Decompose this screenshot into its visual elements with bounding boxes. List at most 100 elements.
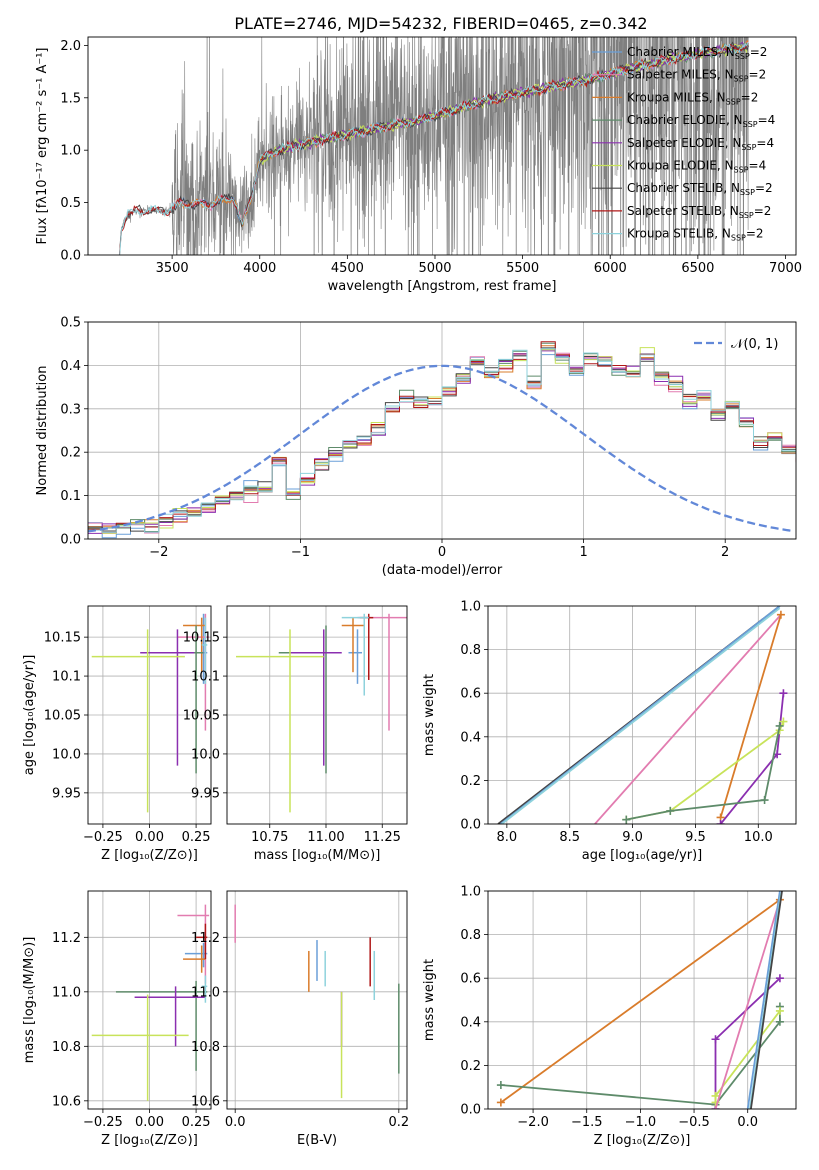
residual-histogram-line: [88, 345, 796, 528]
axes-frame: [87, 36, 797, 256]
x-tick-label: 0.00: [135, 830, 164, 845]
plot-area: [234, 904, 400, 1099]
legend-entry: Salpeter MILES, NSSP=2: [627, 68, 766, 84]
weight-point: [775, 974, 784, 983]
x-tick-label: 3500: [156, 261, 189, 276]
legend-subscript: SSP: [743, 120, 758, 129]
x-tick-label: 2: [721, 545, 729, 560]
mass-vs-reddening-panel: 0.0 0.2 10.6 10.8 11.0 11.2 E(B-V): [191, 890, 409, 1148]
y-tick-label: 0.2: [460, 1059, 481, 1074]
x-axis-label: mass [log₁₀(M/M⊙)]: [254, 848, 381, 863]
legend-suffix: =4: [758, 113, 776, 127]
x-tick-label: 0.25: [182, 1115, 211, 1130]
x-tick-label: 1: [579, 545, 587, 560]
y-tick-label: 10.0: [52, 747, 81, 762]
weight-point: [760, 796, 769, 805]
x-tick-label: 11.25: [364, 830, 401, 845]
y-axis-label: age [log₁₀(age/yr)]: [22, 655, 37, 776]
weight-line: [750, 891, 783, 1109]
weight-line: [626, 721, 785, 821]
legend-entry: Salpeter STELIB, NSSP=2: [627, 204, 771, 220]
legend-subscript: SSP: [726, 97, 741, 106]
x-tick-label: −2.0: [517, 1115, 549, 1130]
legend-entry: Chabrier ELODIE, NSSP=4: [627, 113, 775, 129]
y-tick-label: 10.15: [183, 631, 220, 646]
legend-suffix: =2: [746, 227, 764, 241]
x-tick-label: 4000: [243, 261, 276, 276]
legend-subscript: SSP: [734, 166, 749, 175]
y-tick-label: 0.0: [460, 1103, 481, 1118]
legend-suffix: =4: [756, 136, 774, 150]
y-tick-label: 0.4: [460, 730, 481, 745]
plot-area: [236, 613, 407, 813]
x-axis-label: E(B-V): [297, 1133, 337, 1148]
weight-line: [594, 614, 782, 824]
x-axis-label: (data-model)/error: [382, 563, 503, 578]
legend-entry: Chabrier STELIB, NSSP=2: [627, 181, 773, 197]
y-tick-label: 9.95: [191, 786, 220, 801]
y-axis-label: mass weight: [422, 674, 437, 756]
weight-vs-metallicity-panel: −2.0 −1.5 −1.0 −0.5 0.0 0.0 0.2 0.4 0.6 0.8 1.0 Z […: [422, 885, 797, 1148]
axes-frame: [487, 890, 797, 1110]
y-tick-label: 11.2: [52, 931, 81, 946]
x-tick-label: 8.5: [559, 830, 580, 845]
y-tick-label: 11.2: [191, 931, 220, 946]
weight-line: [500, 606, 781, 824]
y-tick-label: 10.8: [52, 1040, 81, 1055]
x-tick-label: −0.25: [83, 1115, 123, 1130]
weight-line: [714, 899, 781, 1109]
y-tick-label: 1.5: [60, 91, 81, 106]
x-tick-label: 5500: [506, 261, 539, 276]
weight-line: [746, 891, 781, 1109]
x-tick-label: 11.00: [307, 830, 344, 845]
y-tick-label: 2.0: [60, 39, 81, 54]
legend-suffix: =2: [750, 45, 768, 59]
weight-line: [626, 725, 781, 821]
weight-point: [711, 1035, 720, 1044]
legend-suffix: =2: [741, 90, 759, 104]
y-tick-label: 1.0: [460, 600, 481, 615]
y-tick-label: 10.6: [52, 1094, 81, 1109]
x-tick-label: 7000: [769, 261, 802, 276]
x-tick-label: 9.0: [622, 830, 643, 845]
gaussian-curve: [88, 364, 794, 533]
residuals-panel: −2 −1 0 1 2 0.0 0.1 0.2 0.3 0.4 0.5 (data-model)/er…: [35, 316, 797, 578]
weight-point: [775, 1006, 784, 1015]
x-tick-label: 4500: [331, 261, 364, 276]
y-tick-label: 10.6: [191, 1094, 220, 1109]
legend-subscript: SSP: [740, 188, 755, 197]
legend-suffix: =4: [749, 159, 767, 173]
x-axis-label: Z [log₁₀(Z/Z⊙)]: [101, 848, 198, 863]
legend-suffix: =2: [749, 68, 767, 82]
x-tick-label: 6500: [681, 261, 714, 276]
axes-frame: [487, 605, 797, 825]
legend-entry: Kroupa STELIB, NSSP=2: [627, 227, 764, 243]
legend-entry: Kroupa MILES, NSSP=2: [627, 90, 758, 106]
y-tick-label: 10.05: [183, 709, 220, 724]
x-tick-label: −0.25: [83, 830, 123, 845]
axes-frame: [87, 605, 212, 825]
figure-title: PLATE=2746, MJD=54232, FIBERID=0465, z=0…: [234, 14, 647, 33]
x-tick-label: 0.2: [388, 1115, 409, 1130]
x-tick-label: 10.75: [251, 830, 288, 845]
plot-area: [91, 613, 210, 813]
y-axis-label: mass [log₁₀(M/M⊙)]: [22, 937, 37, 1064]
plot-area: [497, 606, 788, 824]
weight-point: [711, 1091, 720, 1100]
axes-frame: [226, 605, 408, 825]
x-tick-label: −1.0: [625, 1115, 657, 1130]
y-tick-label: 10.8: [191, 1040, 220, 1055]
y-tick-label: 0.2: [60, 446, 81, 461]
x-tick-label: 10.0: [744, 830, 773, 845]
gridlines: [88, 321, 796, 540]
y-tick-label: 0.5: [60, 196, 81, 211]
legend-entry: Salpeter ELODIE, NSSP=4: [627, 136, 774, 152]
residual-histogram-line: [88, 347, 796, 532]
x-tick-label: 0.0: [737, 1115, 758, 1130]
legend-subscript: SSP: [739, 211, 754, 220]
x-tick-label: 6000: [594, 261, 627, 276]
weight-point: [666, 806, 675, 815]
x-tick-label: −1.5: [571, 1115, 603, 1130]
y-axis-label: Normed distribution: [35, 366, 50, 496]
y-tick-label: 0.4: [60, 359, 81, 374]
